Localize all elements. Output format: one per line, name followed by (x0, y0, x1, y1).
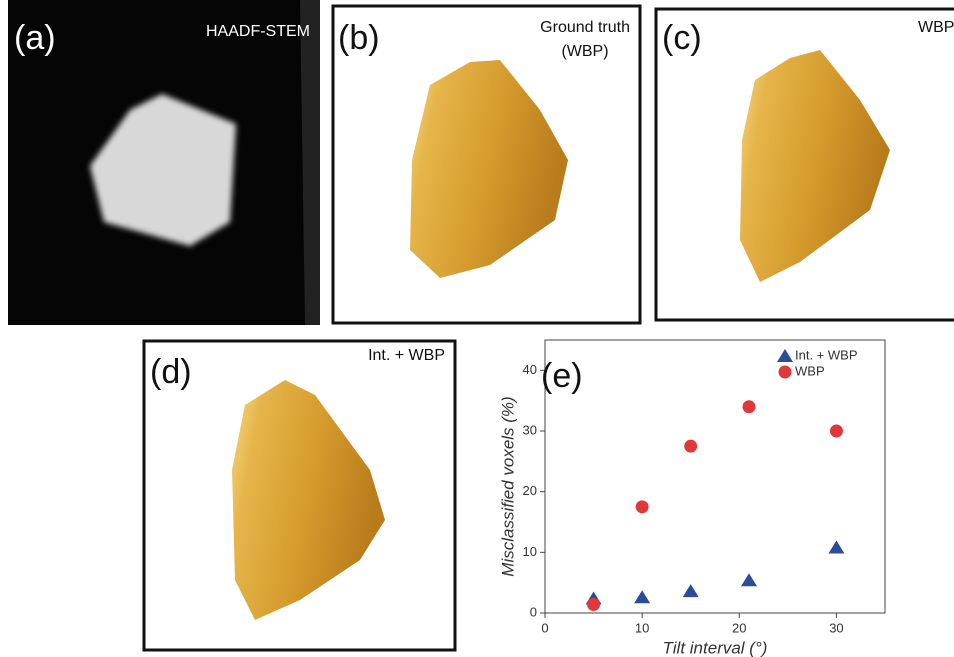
data-point (743, 400, 756, 413)
plot-frame (545, 340, 885, 613)
figure: (a) HAADF-STEM (b) Ground truth (WBP) (c… (0, 0, 954, 657)
data-point (830, 425, 843, 438)
x-axis-label: Tilt interval (°) (663, 638, 768, 657)
x-tick-label: 30 (829, 620, 843, 635)
x-tick-label: 20 (732, 620, 746, 635)
panel-label: (b) (338, 19, 380, 57)
legend-label: Int. + WBP (795, 347, 858, 362)
panel-caption: (WBP) (561, 43, 608, 60)
panel-caption: Int. + WBP (368, 347, 445, 364)
x-tick-label: 10 (635, 620, 649, 635)
legend-marker (777, 349, 793, 362)
panel-label: (a) (14, 19, 56, 57)
y-tick-label: 20 (523, 483, 537, 498)
data-point (683, 584, 699, 597)
y-tick-label: 0 (530, 604, 537, 619)
panel-label: (e) (541, 357, 583, 395)
legend-label: WBP (795, 363, 825, 378)
y-tick-label: 30 (523, 422, 537, 437)
y-tick-label: 10 (523, 544, 537, 559)
data-point (828, 540, 844, 553)
data-point (636, 500, 649, 513)
legend-marker (779, 366, 792, 379)
panel-caption: Ground truth (540, 19, 630, 36)
x-tick-label: 0 (541, 620, 548, 635)
data-point (634, 590, 650, 603)
scatter-chart: 0 10 20 30 0 10 20 30 40 Tilt interval (°) Misclas… (498, 340, 885, 657)
data-point (741, 573, 757, 586)
panel-caption: HAADF-STEM (206, 23, 310, 40)
panel-label: (c) (662, 19, 702, 57)
y-tick-label: 40 (523, 362, 537, 377)
data-point (587, 598, 600, 611)
y-axis-label: Misclassified voxels (%) (498, 396, 517, 576)
panel-caption: WBP (918, 19, 954, 36)
panel-label: (d) (150, 353, 192, 391)
data-point (684, 440, 697, 453)
